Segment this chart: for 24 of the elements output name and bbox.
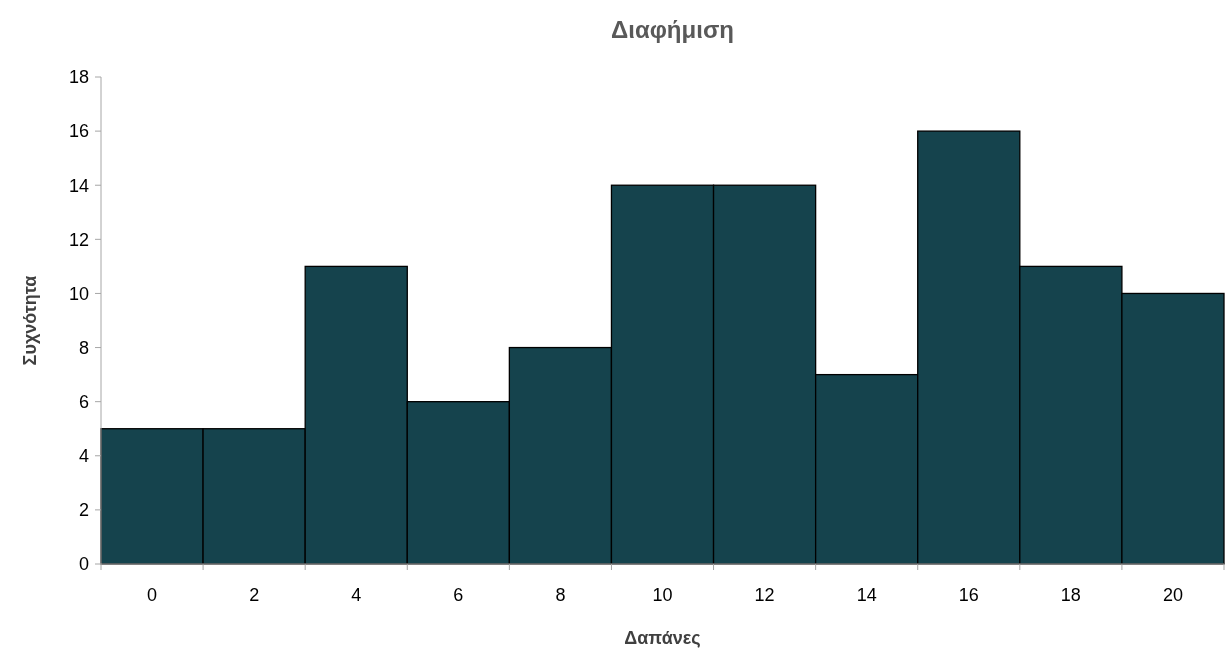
- y-tick-label: 14: [68, 175, 89, 196]
- y-tick-label: 10: [68, 283, 89, 304]
- y-tick-label: 8: [78, 337, 89, 358]
- y-tick-label: 12: [68, 229, 89, 250]
- x-axis-title: Δαπάνες: [624, 628, 701, 648]
- x-tick-label: 12: [754, 585, 775, 605]
- x-tick-label: 18: [1060, 585, 1081, 605]
- y-tick-label: 2: [78, 500, 89, 521]
- y-tick-label: 4: [78, 446, 89, 467]
- y-tick-label: 6: [78, 391, 89, 412]
- x-tick-label: 14: [856, 585, 877, 605]
- x-tick-label: 0: [147, 585, 158, 605]
- x-tick-label: 10: [652, 585, 673, 605]
- x-tick-label: 6: [453, 585, 464, 605]
- x-tick-label: 4: [351, 585, 362, 605]
- y-tick-label: 0: [78, 554, 89, 575]
- x-tick-label: 8: [555, 585, 566, 605]
- y-axis-title: Συχνότητα: [20, 275, 40, 366]
- x-tick-label: 16: [958, 585, 979, 605]
- x-tick-label: 2: [249, 585, 260, 605]
- y-tick-label: 18: [68, 67, 89, 88]
- y-tick-label: 16: [68, 121, 89, 142]
- chart-title: Διαφήμιση: [611, 16, 734, 43]
- x-tick-label: 20: [1162, 585, 1183, 605]
